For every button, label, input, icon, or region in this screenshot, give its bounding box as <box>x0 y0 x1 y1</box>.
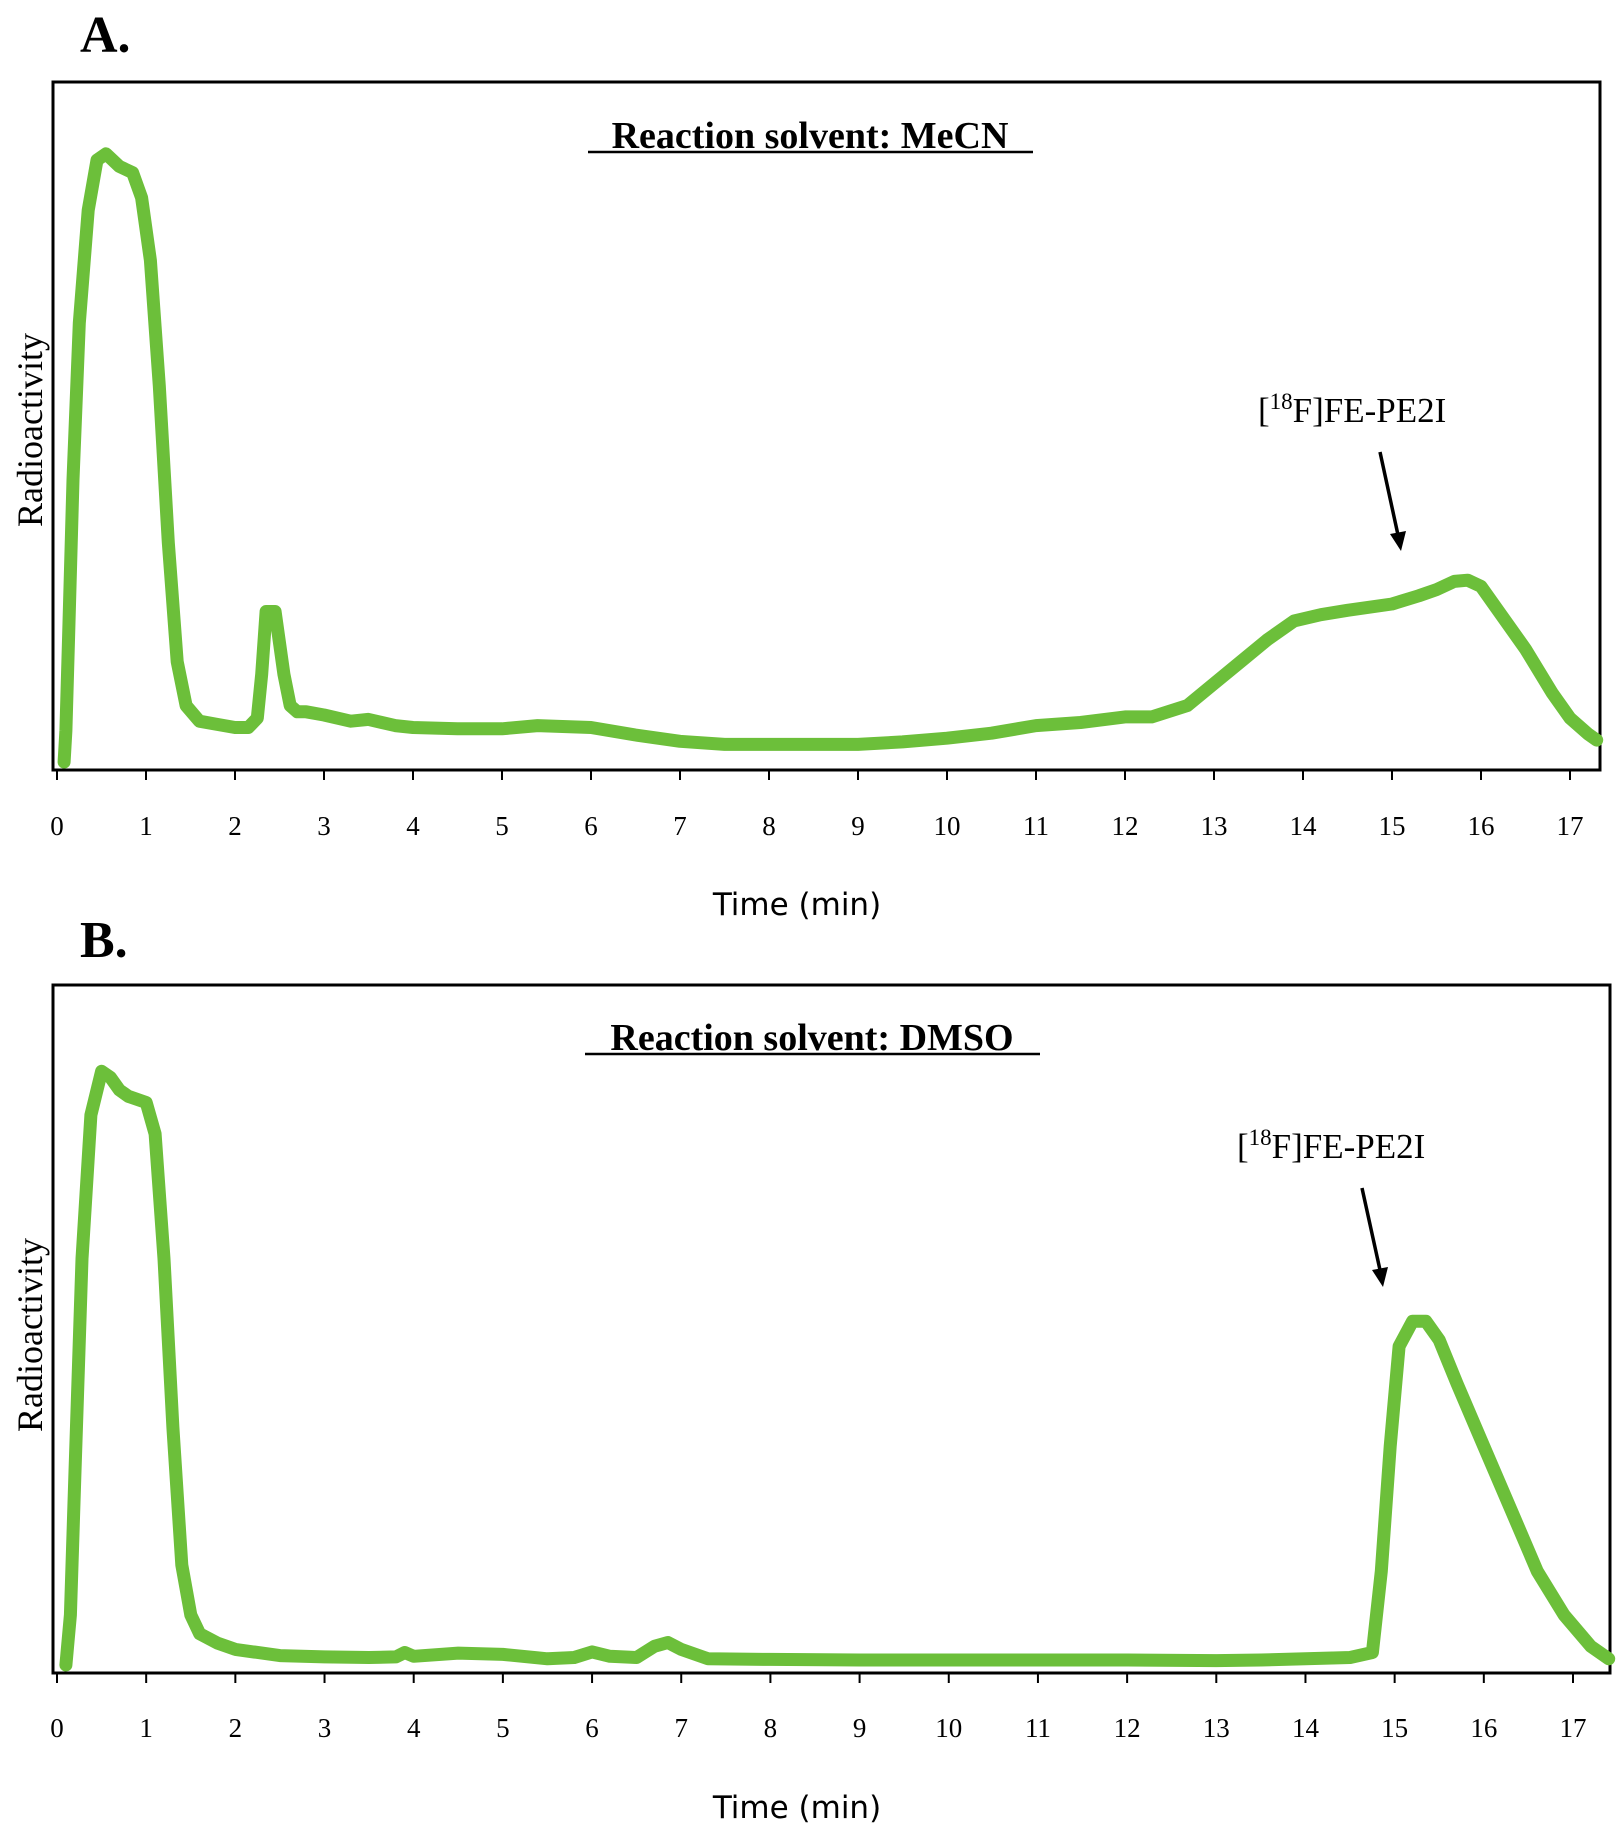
panel-b: B. Reaction solvent: DMSO Radioactivity … <box>10 912 1616 1826</box>
x-tick-label: 7 <box>674 1713 688 1743</box>
x-tick-label: 8 <box>762 811 776 841</box>
panel-a-annotation-label: [18F]FE-PE2I <box>1258 389 1446 430</box>
panel-a-product-annotation: [18F]FE-PE2I <box>1258 389 1446 551</box>
panel-b-y-axis-label: Radioactivity <box>10 1238 50 1432</box>
x-tick-label: 0 <box>50 811 64 841</box>
panel-a-y-axis-label: Radioactivity <box>10 333 50 527</box>
panel-b-x-ticks <box>56 1673 1574 1683</box>
x-tick-label: 4 <box>407 1713 421 1743</box>
x-tick-label: 13 <box>1201 811 1228 841</box>
x-tick-label: 5 <box>496 1713 510 1743</box>
panel-a-label: A. <box>80 7 131 64</box>
panel-b-arrow-head <box>1372 1267 1388 1287</box>
panel-b-annotation-label: [18F]FE-PE2I <box>1237 1125 1425 1166</box>
x-tick-label: 3 <box>318 1713 332 1743</box>
panel-b-arrow-shaft <box>1360 1187 1382 1271</box>
x-tick-label: 16 <box>1470 1713 1497 1743</box>
x-tick-label: 9 <box>853 1713 867 1743</box>
x-tick-label: 17 <box>1560 1713 1587 1743</box>
x-tick-label: 1 <box>139 1713 153 1743</box>
x-tick-label: 9 <box>851 811 865 841</box>
x-tick-label: 7 <box>673 811 687 841</box>
panel-b-plot-frame <box>51 983 1612 1675</box>
x-tick-label: 6 <box>584 811 598 841</box>
panel-a-x-ticks <box>56 770 1571 780</box>
panel-a: A. Reaction solvent: MeCN Radioactivity … <box>10 7 1604 923</box>
panel-b-title: Reaction solvent: DMSO <box>610 1017 1013 1059</box>
x-tick-label: 8 <box>764 1713 778 1743</box>
x-tick-label: 2 <box>229 1713 243 1743</box>
x-tick-label: 0 <box>50 1713 64 1743</box>
panel-b-x-tick-labels: 0 1 2 3 4 5 6 7 8 9 10 11 12 13 14 15 16 17 <box>50 1713 1586 1743</box>
x-tick-label: 10 <box>935 1713 962 1743</box>
x-tick-label: 12 <box>1112 811 1139 841</box>
panel-a-title: Reaction solvent: MeCN <box>612 115 1009 157</box>
x-tick-label: 14 <box>1292 1713 1320 1743</box>
x-tick-label: 15 <box>1379 811 1406 841</box>
panel-a-plot-frame <box>51 80 1602 772</box>
x-tick-label: 12 <box>1114 1713 1141 1743</box>
x-tick-label: 16 <box>1468 811 1495 841</box>
panel-a-series-radioactivity <box>57 147 1604 769</box>
panel-b-series-radioactivity <box>59 1064 1616 1672</box>
x-tick-label: 2 <box>228 811 242 841</box>
panel-a-arrow-head <box>1390 531 1406 551</box>
x-tick-label: 1 <box>139 811 153 841</box>
panel-a-arrow-shaft <box>1378 451 1400 536</box>
x-tick-label: 17 <box>1557 811 1584 841</box>
panel-b-label: B. <box>80 912 128 969</box>
panel-a-x-axis-label: Time (min) <box>712 887 881 923</box>
x-tick-label: 6 <box>585 1713 599 1743</box>
x-tick-label: 3 <box>317 811 331 841</box>
panel-a-x-tick-labels: 0 1 2 3 4 5 6 7 8 9 10 11 12 13 14 15 16 17 <box>50 811 1583 841</box>
x-tick-label: 5 <box>495 811 509 841</box>
x-tick-label: 13 <box>1203 1713 1230 1743</box>
x-tick-label: 4 <box>406 811 420 841</box>
panel-b-x-axis-label: Time (min) <box>712 1790 881 1826</box>
x-tick-label: 10 <box>934 811 961 841</box>
panel-b-product-annotation: [18F]FE-PE2I <box>1237 1125 1425 1287</box>
x-tick-label: 14 <box>1290 811 1318 841</box>
x-tick-label: 11 <box>1023 811 1049 841</box>
x-tick-label: 15 <box>1381 1713 1408 1743</box>
x-tick-label: 11 <box>1025 1713 1051 1743</box>
